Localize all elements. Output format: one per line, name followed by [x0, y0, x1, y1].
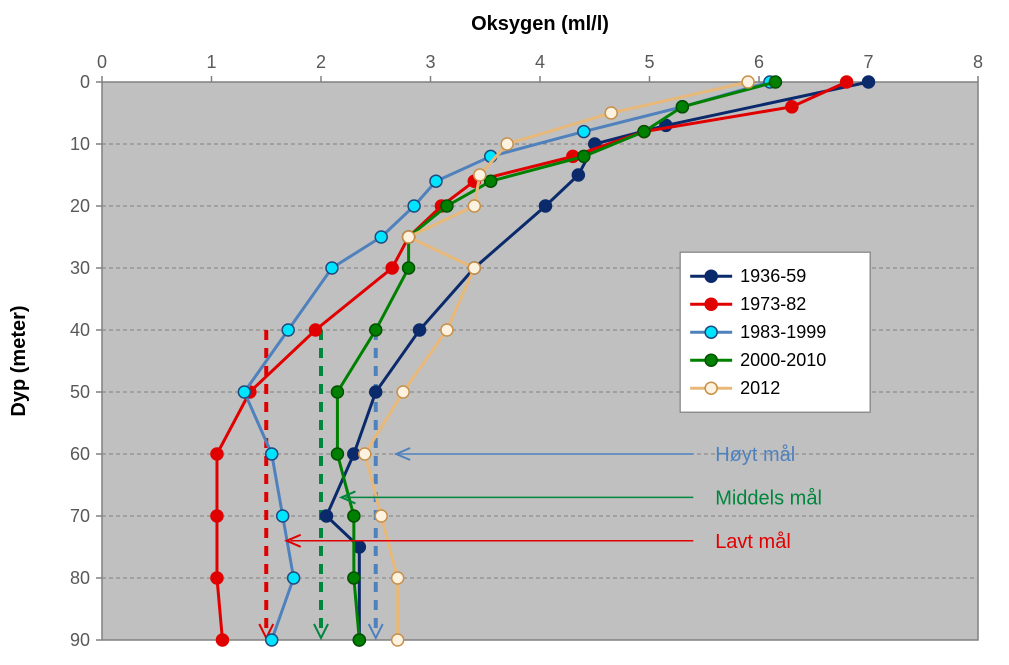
series-marker-3 [403, 262, 415, 274]
series-marker-2 [408, 200, 420, 212]
series-marker-3 [353, 634, 365, 646]
series-marker-3 [441, 200, 453, 212]
series-marker-0 [572, 169, 584, 181]
y-tick-label: 40 [70, 320, 90, 340]
legend-label-3: 2000-2010 [740, 350, 826, 370]
series-marker-4 [474, 169, 486, 181]
series-marker-4 [468, 200, 480, 212]
series-marker-3 [331, 448, 343, 460]
x-axis-title: Oksygen (ml/l) [471, 13, 609, 35]
series-marker-1 [786, 101, 798, 113]
series-marker-4 [501, 138, 513, 150]
series-marker-2 [266, 634, 278, 646]
x-tick-label: 7 [863, 52, 873, 72]
series-marker-3 [485, 175, 497, 187]
y-tick-label: 80 [70, 568, 90, 588]
y-tick-label: 70 [70, 506, 90, 526]
series-marker-4 [375, 510, 387, 522]
legend-swatch-marker-1 [705, 298, 717, 310]
series-marker-4 [359, 448, 371, 460]
legend-label-0: 1936-59 [740, 266, 806, 286]
y-axis-title: Dyp (meter) [8, 305, 30, 416]
series-marker-3 [769, 76, 781, 88]
series-marker-2 [238, 386, 250, 398]
x-tick-label: 6 [754, 52, 764, 72]
chart-container: 0123456780102030405060708090Oksygen (ml/… [0, 0, 1009, 665]
goal-label-middle: Middels mål [715, 487, 822, 509]
series-marker-2 [375, 231, 387, 243]
goal-label-low: Lavt mål [715, 531, 791, 553]
legend-label-1: 1973-82 [740, 294, 806, 314]
y-tick-label: 50 [70, 382, 90, 402]
series-marker-1 [211, 510, 223, 522]
x-tick-label: 1 [206, 52, 216, 72]
series-marker-1 [386, 262, 398, 274]
series-marker-4 [468, 262, 480, 274]
x-tick-label: 0 [97, 52, 107, 72]
legend-swatch-marker-3 [705, 354, 717, 366]
series-marker-1 [211, 448, 223, 460]
series-marker-2 [266, 448, 278, 460]
legend-swatch-marker-0 [705, 270, 717, 282]
y-tick-label: 0 [80, 72, 90, 92]
series-marker-4 [742, 76, 754, 88]
series-marker-3 [331, 386, 343, 398]
x-tick-label: 8 [973, 52, 983, 72]
series-marker-0 [539, 200, 551, 212]
series-marker-4 [392, 572, 404, 584]
series-marker-0 [320, 510, 332, 522]
x-tick-label: 2 [316, 52, 326, 72]
series-marker-0 [863, 76, 875, 88]
series-marker-2 [326, 262, 338, 274]
series-marker-4 [605, 107, 617, 119]
y-tick-label: 10 [70, 134, 90, 154]
y-tick-label: 60 [70, 444, 90, 464]
x-tick-label: 5 [644, 52, 654, 72]
series-marker-2 [430, 175, 442, 187]
series-marker-4 [397, 386, 409, 398]
x-tick-label: 4 [535, 52, 545, 72]
series-marker-0 [414, 324, 426, 336]
series-marker-1 [216, 634, 228, 646]
series-marker-3 [348, 572, 360, 584]
goal-label-high: Høyt mål [715, 444, 795, 466]
series-marker-2 [288, 572, 300, 584]
series-marker-3 [676, 101, 688, 113]
series-marker-3 [578, 150, 590, 162]
series-marker-4 [392, 634, 404, 646]
series-marker-0 [370, 386, 382, 398]
legend-label-4: 2012 [740, 378, 780, 398]
series-marker-2 [578, 126, 590, 138]
series-marker-1 [211, 572, 223, 584]
legend-label-2: 1983-1999 [740, 322, 826, 342]
series-marker-2 [282, 324, 294, 336]
series-marker-1 [310, 324, 322, 336]
y-tick-label: 20 [70, 196, 90, 216]
series-marker-3 [348, 510, 360, 522]
legend-swatch-marker-2 [705, 326, 717, 338]
series-marker-3 [638, 126, 650, 138]
x-tick-label: 3 [425, 52, 435, 72]
series-marker-3 [370, 324, 382, 336]
series-marker-2 [277, 510, 289, 522]
series-marker-4 [441, 324, 453, 336]
y-tick-label: 90 [70, 630, 90, 650]
series-marker-4 [403, 231, 415, 243]
y-tick-label: 30 [70, 258, 90, 278]
legend-swatch-marker-4 [705, 382, 717, 394]
series-marker-1 [841, 76, 853, 88]
